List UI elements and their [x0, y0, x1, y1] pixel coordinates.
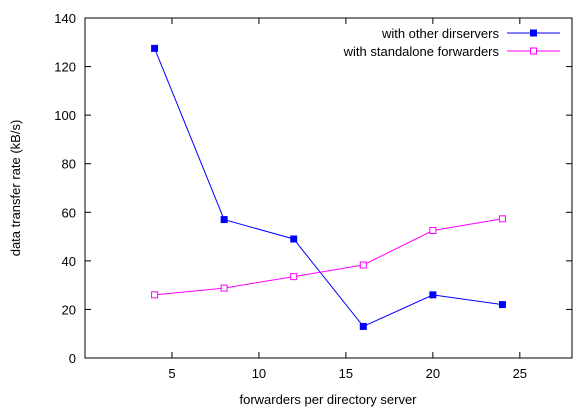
- data-point: [498, 301, 506, 309]
- y-tick-label: 40: [62, 254, 76, 269]
- y-tick-label: 120: [54, 60, 76, 75]
- data-point: [220, 284, 228, 292]
- legend-label-1: with other dirservers: [381, 26, 500, 41]
- legend: with other dirservers with standalone for…: [343, 26, 560, 59]
- legend-marker-1: [530, 29, 537, 37]
- y-axis-ticks: 0 20 40 60 80 100 120 140: [54, 11, 572, 366]
- x-tick-label: 15: [339, 366, 353, 381]
- series-line-1: [154, 48, 503, 328]
- data-point: [429, 291, 437, 299]
- y-tick-label: 0: [69, 351, 76, 366]
- y-tick-label: 60: [62, 205, 76, 220]
- data-point: [151, 291, 159, 299]
- y-tick-label: 80: [62, 157, 76, 172]
- data-point: [498, 215, 506, 223]
- series-line-2: [154, 218, 503, 296]
- data-point: [220, 216, 228, 224]
- data-point: [429, 227, 437, 234]
- data-point: [359, 261, 367, 269]
- x-tick-label: 25: [513, 366, 527, 381]
- y-axis-label: data transfer rate (kB/s): [8, 120, 23, 257]
- plot-frame: [84, 17, 573, 359]
- legend-label-2: with standalone forwarders: [343, 44, 500, 59]
- data-point: [290, 273, 298, 281]
- x-tick-label: 10: [252, 366, 266, 381]
- data-point: [151, 44, 159, 52]
- x-tick-label: 5: [168, 366, 175, 381]
- legend-marker-2: [530, 47, 537, 55]
- y-tick-label: 20: [62, 302, 76, 317]
- data-point: [290, 235, 298, 243]
- x-axis-label: forwarders per directory server: [240, 392, 418, 407]
- series-layer: [151, 44, 506, 330]
- y-tick-label: 140: [54, 11, 76, 26]
- x-tick-label: 20: [426, 366, 440, 381]
- x-axis-ticks: 5 10 15 20 25: [168, 18, 527, 381]
- y-tick-label: 100: [54, 108, 76, 123]
- data-point: [359, 322, 367, 330]
